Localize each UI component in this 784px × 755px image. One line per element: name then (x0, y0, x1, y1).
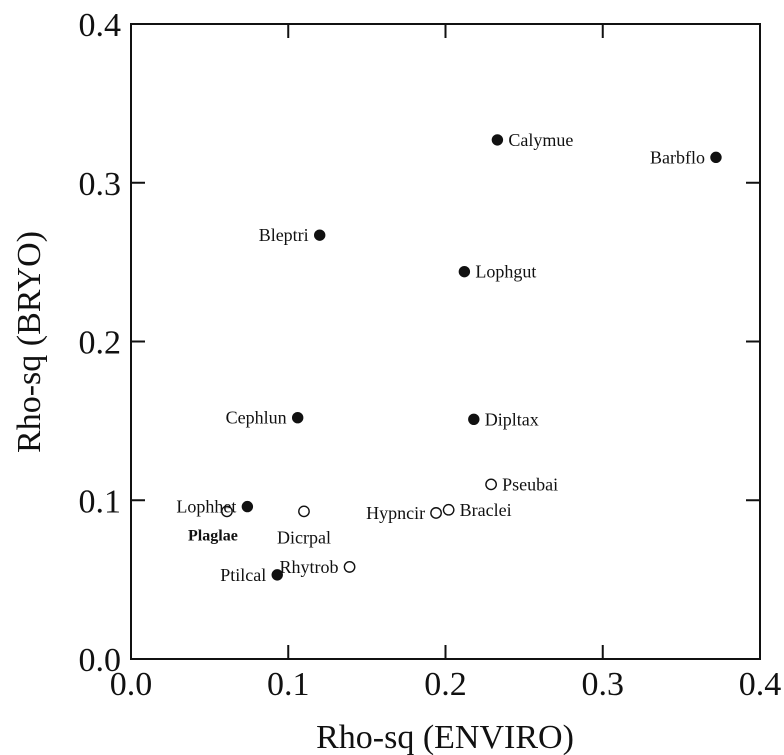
point-label: Lophgut (475, 262, 536, 282)
point-label: Cephlun (226, 408, 287, 428)
x-tick-label: 0.2 (424, 666, 467, 703)
data-point-open (430, 507, 442, 519)
point-label: Dipltax (485, 409, 539, 429)
data-point-open (442, 503, 455, 516)
y-axis-label: Rho-sq (BRYO) (11, 231, 48, 453)
point-label: Hypncir (366, 503, 425, 523)
plot-frame (130, 23, 761, 660)
data-point-filled (468, 413, 480, 425)
x-axis-label: Rho-sq (ENVIRO) (316, 719, 574, 755)
y-tick-label: 0.4 (79, 7, 122, 44)
data-point-filled (710, 151, 722, 164)
data-point-filled (491, 134, 504, 146)
x-tick-label: 0.0 (110, 666, 153, 703)
point-label: Pseubai (502, 474, 558, 494)
point-label: Rhytrob (280, 557, 339, 577)
data-point-filled (458, 265, 471, 278)
y-tick-label: 0.3 (79, 166, 122, 203)
point-label: Calymue (508, 130, 573, 150)
data-point-open (343, 561, 356, 573)
axes: 0.0 0.1 0.2 0.3 0.4 0.0 0.1 0.2 0.3 0.4 (79, 7, 782, 703)
point-label: Bleptri (259, 225, 309, 245)
data-point-open (221, 505, 233, 518)
point-label: Barbflo (650, 147, 705, 167)
point-label: Ptilcal (220, 565, 266, 585)
y-tick-label: 0.1 (79, 483, 122, 520)
y-tick-label: 0.2 (79, 325, 122, 362)
point-label: Braclei (460, 500, 512, 520)
data-point-filled (241, 500, 254, 513)
data-point-filled (291, 412, 304, 424)
point-label: Plaglae (188, 527, 238, 544)
data-point-open (485, 478, 498, 491)
data-points (221, 134, 722, 581)
y-tick-label: 0.0 (79, 642, 122, 679)
x-tick-label: 0.4 (739, 666, 782, 703)
x-tick-label: 0.3 (582, 666, 625, 703)
point-labels: Calymue Barbflo Bleptri Lophgut Cephlun Diplt… (176, 130, 705, 585)
data-point-open (298, 505, 310, 518)
data-point-filled (271, 569, 283, 581)
data-point-filled (314, 229, 326, 241)
point-label: Dicrpal (277, 527, 331, 547)
point-label: Lophhet (176, 497, 236, 517)
x-tick-label: 0.1 (267, 666, 310, 703)
